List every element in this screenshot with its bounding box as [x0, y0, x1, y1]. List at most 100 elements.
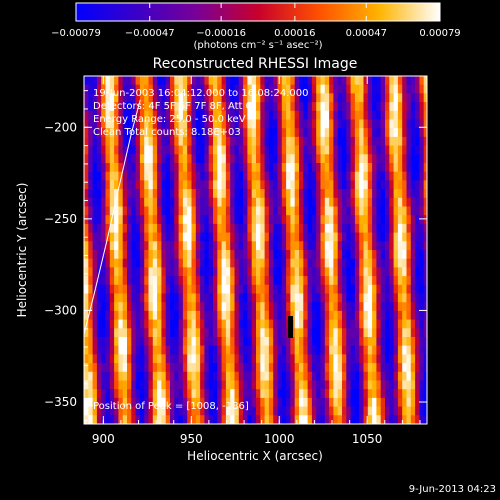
image-cell: [243, 302, 248, 312]
image-cell: [367, 136, 373, 146]
image-cell: [389, 345, 394, 355]
image-cell: [221, 389, 227, 399]
image-cell: [144, 241, 149, 251]
image-cell: [170, 102, 175, 112]
image-cell: [221, 406, 227, 416]
image-cell: [135, 76, 141, 86]
image-cell: [333, 93, 339, 103]
image-cell: [101, 345, 106, 355]
colorbar-ticks: −0.00079 −0.00047 −0.00016 0.00016 0.00047 0.…: [51, 3, 461, 39]
image-cell: [217, 128, 222, 138]
image-cell: [187, 223, 192, 233]
colorbar-tick-label: 0.00079: [419, 28, 460, 39]
image-cell: [204, 171, 210, 181]
image-cell: [105, 397, 111, 407]
image-cell: [423, 171, 427, 181]
image-cell: [333, 310, 339, 320]
image-cell: [393, 319, 399, 329]
image-cell: [350, 223, 356, 233]
image-cell: [337, 223, 343, 233]
image-cell: [367, 250, 373, 260]
image-cell: [333, 267, 339, 277]
annotation-detectors: Detectors: 4F 5F 6F 7F 8F, Att 0: [93, 101, 252, 112]
image-cell: [170, 319, 175, 329]
image-cell: [337, 406, 343, 416]
image-cell: [397, 328, 403, 338]
image-cell: [376, 197, 382, 207]
image-cell: [88, 267, 93, 277]
image-cell: [225, 345, 231, 355]
image-cell: [152, 250, 158, 260]
image-cell: [397, 284, 403, 294]
image-cell: [161, 223, 167, 233]
image-cell: [406, 293, 412, 303]
image-cell: [127, 102, 132, 112]
image-cell: [92, 363, 98, 373]
image-cell: [178, 380, 184, 390]
image-cell: [187, 415, 192, 424]
image-cell: [316, 171, 321, 181]
image-cell: [337, 232, 343, 242]
image-cell: [402, 293, 407, 303]
image-cell: [256, 145, 261, 155]
image-cell: [367, 189, 373, 199]
image-cell: [402, 380, 407, 390]
image-cell: [256, 197, 261, 207]
image-cell: [268, 363, 274, 373]
image-cell: [415, 337, 420, 347]
image-cell: [139, 319, 145, 329]
image-cell: [109, 363, 115, 373]
image-cell: [182, 354, 188, 364]
image-cell: [277, 93, 283, 103]
image-cell: [350, 93, 356, 103]
image-cell: [273, 302, 278, 312]
image-cell: [346, 345, 351, 355]
image-cell: [165, 345, 171, 355]
image-cell: [200, 241, 205, 251]
image-cell: [114, 197, 119, 207]
image-cell: [260, 232, 265, 242]
image-cell: [96, 258, 102, 268]
image-cell: [410, 258, 416, 268]
image-cell: [268, 302, 274, 312]
image-cell: [127, 215, 132, 225]
image-cell: [333, 258, 339, 268]
image-cell: [251, 389, 257, 399]
image-cell: [260, 93, 265, 103]
image-cell: [311, 389, 317, 399]
image-cell: [182, 84, 188, 94]
image-cell: [148, 189, 154, 199]
image-cell: [268, 171, 274, 181]
image-cell: [273, 145, 278, 155]
image-cell: [84, 302, 89, 312]
image-cell: [213, 102, 218, 112]
image-cell: [281, 337, 287, 347]
image-cell: [182, 154, 188, 164]
image-cell: [88, 128, 93, 138]
image-cell: [393, 171, 399, 181]
image-cell: [96, 145, 102, 155]
image-cell: [372, 197, 377, 207]
image-cell: [307, 93, 313, 103]
image-cell: [350, 258, 356, 268]
image-cell: [170, 232, 175, 242]
image-cell: [182, 293, 188, 303]
image-cell: [320, 250, 326, 260]
image-cell: [92, 171, 98, 181]
image-cell: [144, 345, 149, 355]
image-cell: [329, 223, 334, 233]
image-cell: [268, 389, 274, 399]
image-cell: [273, 171, 278, 181]
image-cell: [148, 171, 154, 181]
image-cell: [139, 76, 145, 86]
image-cell: [423, 302, 427, 312]
image-cell: [367, 206, 373, 216]
image-cell: [109, 371, 115, 381]
image-cell: [213, 258, 218, 268]
image-cell: [385, 354, 390, 364]
image-cell: [165, 232, 171, 242]
image-cell: [191, 258, 197, 268]
image-cell: [182, 415, 188, 424]
image-cell: [410, 284, 416, 294]
image-cell: [346, 276, 351, 286]
